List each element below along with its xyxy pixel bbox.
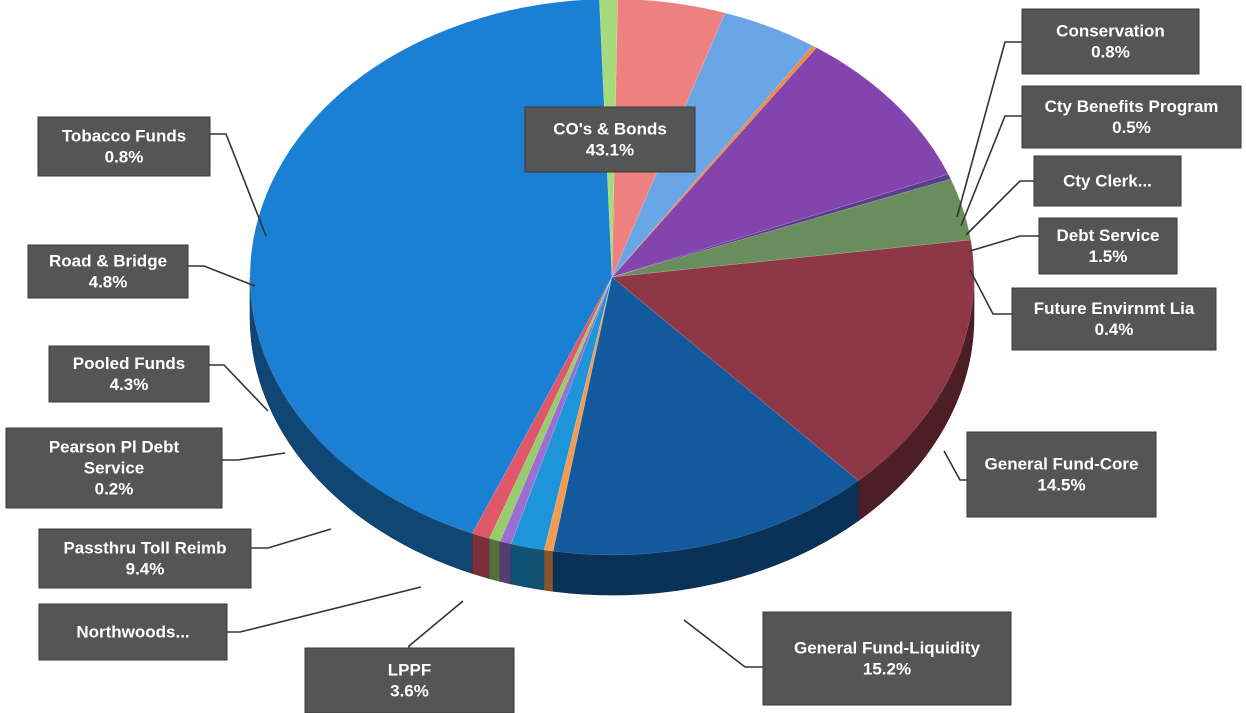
label-name-general-fund-core: General Fund-Core [985, 455, 1139, 474]
leader-line-tobacco-funds [210, 133, 267, 237]
label-debt-service: Debt Service 1.5% [1038, 217, 1178, 275]
slice-general-fund-core [552, 276, 859, 556]
slice-pooled-funds [611, 12, 814, 278]
slice-labels: CO's & Bonds 43.1% Conservation 0.8% Cty Ben… [5, 8, 1242, 713]
slice-lppf [611, 178, 972, 278]
slice-general-fund-liquidity [611, 239, 975, 481]
label-co-s-bonds: CO's & Bonds 43.1% [524, 106, 696, 173]
leader-line-cty-clerk [965, 180, 1034, 236]
label-value-lppf: 3.6% [390, 682, 429, 701]
leader-line-pooled-funds [209, 364, 269, 412]
label-box-general-fund-liquidity [762, 611, 1012, 706]
label-road-bridge: Road & Bridge 4.8% [27, 244, 189, 299]
pie-top [249, 0, 975, 556]
pie-sides [249, 276, 975, 596]
label-tobacco-funds: Tobacco Funds 0.8% [37, 116, 211, 177]
label-box-road-bridge [27, 244, 189, 299]
label-lppf: LPPF 3.6% [304, 647, 515, 713]
label-name-debt-service: Debt Service [1057, 226, 1160, 245]
label-name-tobacco-funds: Tobacco Funds [62, 127, 186, 146]
label-name-road-bridge: Road & Bridge [49, 252, 167, 271]
label-future-envirnmt-lia: Future Envirnmt Lia 0.4% [1011, 287, 1217, 351]
label-name-general-fund-liquidity: General Fund-Liquidity [794, 639, 981, 658]
leader-line-general-fund-liquidity [683, 619, 763, 668]
label-northwoods: Northwoods... [38, 603, 228, 661]
leader-line-conservation [956, 41, 1022, 218]
slice-side-debt-service [510, 543, 545, 591]
label-box-general-fund-core [966, 431, 1157, 518]
slice-northwoods [611, 173, 952, 278]
label-pooled-funds: Pooled Funds 4.3% [48, 345, 210, 403]
slice-conservation [472, 276, 613, 539]
label-box-passthru-toll-reimb [38, 528, 252, 589]
slice-cty-benefits-program [489, 276, 613, 542]
label-value-co-s-bonds: 43.1% [586, 141, 634, 160]
label-box-debt-service [1038, 217, 1178, 275]
label-value-general-fund-core: 14.5% [1037, 476, 1085, 495]
label-box-co-s-bonds [524, 106, 696, 173]
slice-side-cty-benefits-program [489, 538, 501, 582]
label-box-pearson-pl-debt-service [5, 427, 223, 509]
leader-line-general-fund-core [943, 450, 967, 481]
label-name-cty-clerk: Cty Clerk... [1063, 172, 1152, 191]
label-name-conservation: Conservation [1056, 22, 1165, 41]
label-box-northwoods [38, 603, 228, 661]
slice-cty-clerk [499, 276, 613, 545]
label-cty-clerk: Cty Clerk... [1033, 155, 1182, 207]
slice-side-cty-clerk [499, 541, 512, 585]
slice-side-conservation [472, 533, 490, 579]
label-passthru-toll-reimb: Passthru Toll Reimb 9.4% [38, 528, 252, 589]
label-box-conservation [1021, 8, 1200, 75]
leader-line-lppf [408, 600, 464, 648]
label-box-future-envirnmt-lia [1011, 287, 1217, 351]
label-value-pooled-funds: 4.3% [110, 375, 149, 394]
label-value-general-fund-liquidity: 15.2% [863, 660, 911, 679]
label-pearson-pl-debt-service: Pearson Pl Debt Service 0.2% [5, 427, 223, 509]
label-name-pooled-funds: Pooled Funds [73, 354, 185, 373]
label-value-passthru-toll-reimb: 9.4% [126, 560, 165, 579]
label-value-future-envirnmt-lia: 0.4% [1095, 320, 1134, 339]
leader-lines [188, 41, 1039, 668]
slice-passthru-toll-reimb [611, 47, 949, 278]
label-value-cty-benefits-program: 0.5% [1112, 118, 1151, 137]
label-value-road-bridge: 4.8% [89, 273, 128, 292]
slice-debt-service [510, 276, 613, 551]
slice-pearson-pl-debt-service [611, 45, 817, 278]
label-name-lppf: LPPF [388, 661, 431, 680]
leader-line-cty-benefits-program [960, 115, 1022, 227]
leader-line-debt-service [969, 235, 1039, 252]
label-name-cty-benefits-program: Cty Benefits Program [1045, 97, 1219, 116]
label-general-fund-core: General Fund-Core 14.5% [966, 431, 1157, 518]
slice-side-general-fund-core [552, 480, 859, 596]
label-name-co-s-bonds: CO's & Bonds [553, 120, 667, 139]
label-value-debt-service: 1.5% [1089, 247, 1128, 266]
leader-line-northwoods [227, 586, 422, 633]
label-value-tobacco-funds: 0.8% [105, 148, 144, 167]
label-name-northwoods: Northwoods... [76, 623, 189, 642]
leader-line-road-bridge [188, 265, 256, 287]
label-box-tobacco-funds [37, 116, 211, 177]
slice-side-future-envirnmt-lia [543, 549, 554, 592]
label-general-fund-liquidity: General Fund-Liquidity 15.2% [762, 611, 1012, 706]
label-box-cty-benefits-program [1021, 85, 1242, 149]
slice-co-s-bonds [249, 0, 613, 534]
label-box-pooled-funds [48, 345, 210, 403]
leader-line-passthru-toll-reimb [251, 528, 332, 549]
label-name-future-envirnmt-lia: Future Envirnmt Lia [1034, 299, 1195, 318]
label-box-lppf [304, 647, 515, 713]
label-name-pearson-pl-debt-service: Pearson Pl Debt [49, 438, 180, 457]
leader-line-pearson-pl-debt-service [222, 452, 286, 461]
label-name-pearson-pl-debt-service: Service [84, 459, 145, 478]
label-conservation: Conservation 0.8% [1021, 8, 1200, 75]
label-name-passthru-toll-reimb: Passthru Toll Reimb [63, 539, 226, 558]
label-value-conservation: 0.8% [1091, 43, 1130, 62]
leader-line-future-envirnmt-lia [969, 269, 1012, 315]
label-cty-benefits-program: Cty Benefits Program 0.5% [1021, 85, 1242, 149]
label-box-cty-clerk [1033, 155, 1182, 207]
slice-future-envirnmt-lia [543, 276, 613, 552]
label-value-pearson-pl-debt-service: 0.2% [95, 480, 134, 499]
